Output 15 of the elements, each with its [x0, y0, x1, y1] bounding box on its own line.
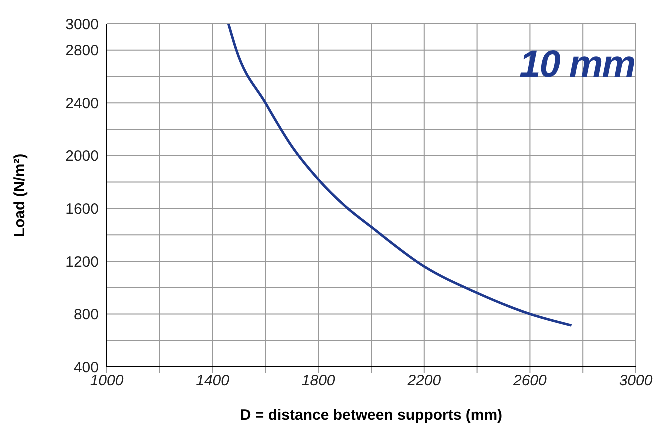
- x-tick-label: 2200: [406, 372, 442, 390]
- x-axis-title: D = distance between supports (mm): [240, 407, 503, 424]
- annotation: 10 mm: [520, 44, 635, 87]
- y-axis-title: Load (N/m²): [11, 154, 28, 238]
- y-tick-label: 1200: [66, 254, 99, 271]
- y-tick-label: 2400: [66, 95, 99, 112]
- x-tick-label: 3000: [619, 372, 654, 390]
- y-tick-label: 2000: [66, 148, 99, 166]
- y-tick-label: 800: [74, 306, 99, 324]
- y-tick-label: 2800: [66, 42, 99, 60]
- y-tick-label: 3000: [66, 16, 99, 34]
- x-tick-label: 1400: [196, 372, 230, 390]
- x-tick-label: 2600: [512, 372, 548, 390]
- x-tick-label: 1800: [302, 372, 336, 390]
- y-tick-label: 1600: [66, 201, 99, 218]
